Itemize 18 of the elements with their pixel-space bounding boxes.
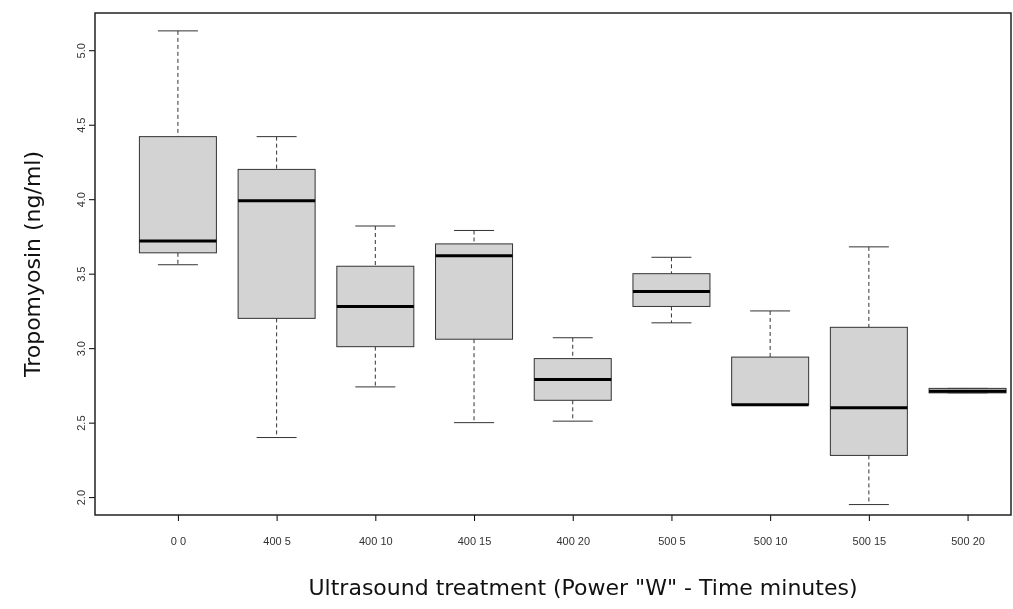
x-tick-label: 500 20 <box>951 534 985 547</box>
x-tick-label: 400 20 <box>556 534 591 547</box>
y-tick-label: 2.5 <box>74 415 87 431</box>
x-tick-label: 500 10 <box>753 534 788 547</box>
x-tick-label: 400 15 <box>457 534 492 547</box>
x-tick-label: 400 10 <box>359 534 393 547</box>
y-axis-title: Tropomyosin (ng/ml) <box>20 150 45 379</box>
y-tick-label: 2.0 <box>74 489 87 506</box>
y-tick-label: 4.0 <box>74 192 87 208</box>
x-tick-label: 0 0 <box>170 534 187 547</box>
x-axis-title: Ultrasound treatment (Power "W" - Time minutes) <box>308 575 858 600</box>
x-tick-label: 400 5 <box>263 534 291 547</box>
y-tick-label: 3.0 <box>74 341 87 357</box>
y-tick-label: 5.0 <box>74 43 87 59</box>
y-tick-label: 4.5 <box>74 117 87 133</box>
y-tick-label: 3.5 <box>74 266 87 282</box>
x-tick-label: 500 5 <box>658 534 686 547</box>
x-tick-label: 500 15 <box>852 534 887 547</box>
